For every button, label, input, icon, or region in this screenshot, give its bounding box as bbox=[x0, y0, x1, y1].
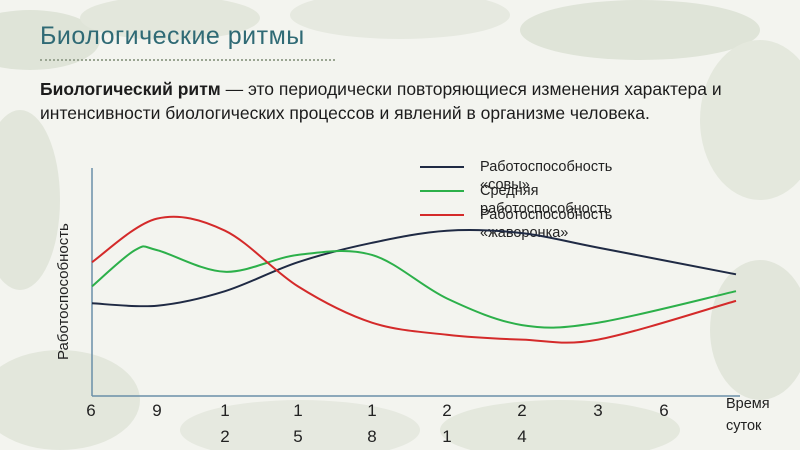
x-axis-label: Время суток bbox=[726, 396, 770, 434]
definition-text: — это периодически повторяющиеся изменен… bbox=[40, 79, 722, 123]
legend-swatch bbox=[420, 214, 464, 216]
definition-term: Биологический ритм bbox=[40, 79, 221, 99]
title-divider bbox=[40, 59, 335, 61]
slide-title: Биологические ритмы bbox=[40, 22, 305, 50]
series-line-lark bbox=[91, 215, 737, 344]
legend-swatch bbox=[420, 190, 464, 192]
x-tick-label: 6 bbox=[659, 401, 669, 420]
legend-label: Работоспособность «совы» bbox=[480, 159, 613, 193]
x-tick-label: 6 bbox=[86, 401, 96, 420]
series-line-average bbox=[91, 245, 737, 329]
x-tick-label: 9 bbox=[152, 401, 162, 420]
x-tick-label: 3 bbox=[593, 401, 603, 420]
series-line-owl bbox=[91, 228, 737, 308]
legend-label: Средняя работоспособность bbox=[480, 183, 612, 217]
legend-swatch bbox=[420, 166, 464, 168]
definition-paragraph: Биологический ритм — это периодически по… bbox=[40, 77, 760, 125]
